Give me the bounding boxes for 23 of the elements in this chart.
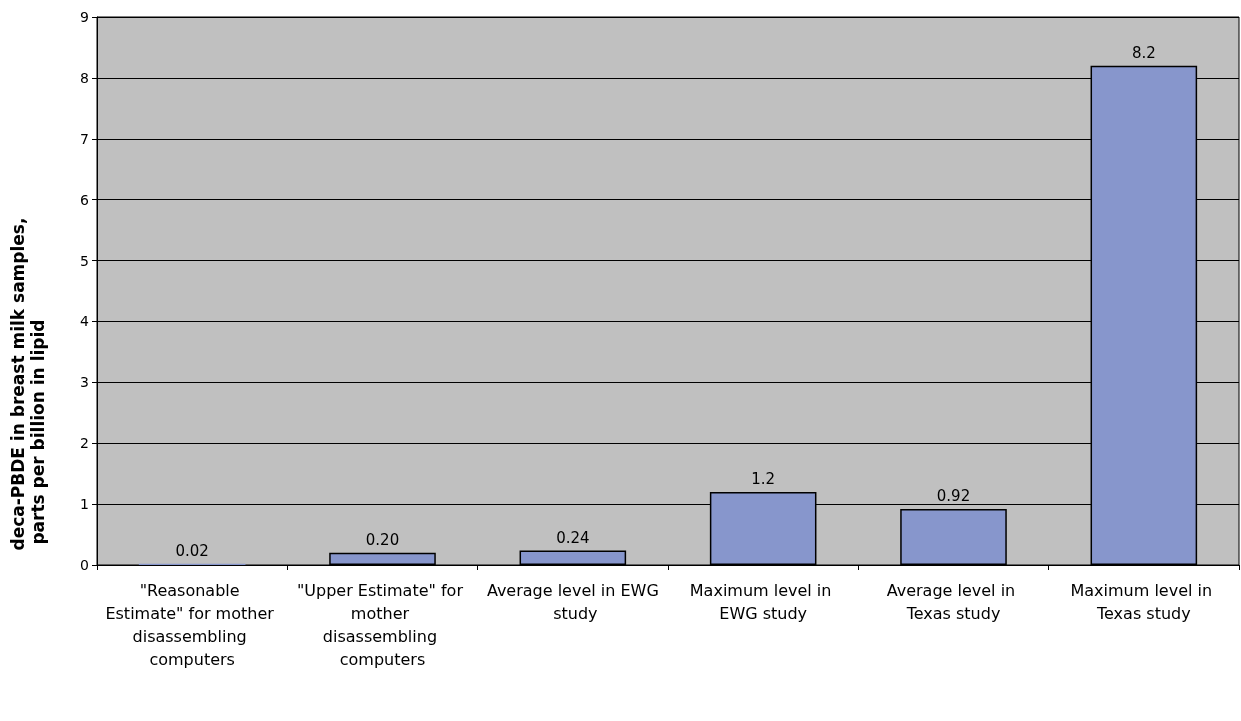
x-tick-label: Maximum level in EWG study xyxy=(689,581,837,623)
y-tick-label: 1 xyxy=(80,496,89,513)
x-tick-label: Average level in Texas study xyxy=(886,581,1021,623)
y-tick-label: 6 xyxy=(80,191,90,208)
x-tick-label: "Upper Estimate" for mother disassembling computers xyxy=(296,581,469,669)
x-tick-label: "Reasonable Estimate" for mother disassembling computers xyxy=(105,581,279,669)
y-axis-title: deca-PBDE in breast milk samples, parts per billion in lipid xyxy=(8,217,48,551)
y-tick-label: 9 xyxy=(80,9,89,25)
data-label: 0.24 xyxy=(556,528,590,547)
data-label: 8.2 xyxy=(1131,44,1156,63)
y-tick-label: 7 xyxy=(80,130,89,147)
data-label: 0.92 xyxy=(936,487,971,506)
x-tick-label: Average level in EWG study xyxy=(486,581,659,623)
y-tick-label: 5 xyxy=(80,252,89,269)
data-label: 0.02 xyxy=(175,542,209,561)
y-tick-label: 3 xyxy=(80,374,89,391)
y-tick-label: 0 xyxy=(80,557,89,573)
y-tick-label: 2 xyxy=(80,435,89,452)
x-tick-label: Maximum level in Texas study xyxy=(1070,581,1218,623)
y-tick-label: 4 xyxy=(80,313,90,330)
y-tick-label: 8 xyxy=(80,69,89,86)
data-label: 1.2 xyxy=(751,470,776,489)
data-label: 0.20 xyxy=(365,531,400,550)
